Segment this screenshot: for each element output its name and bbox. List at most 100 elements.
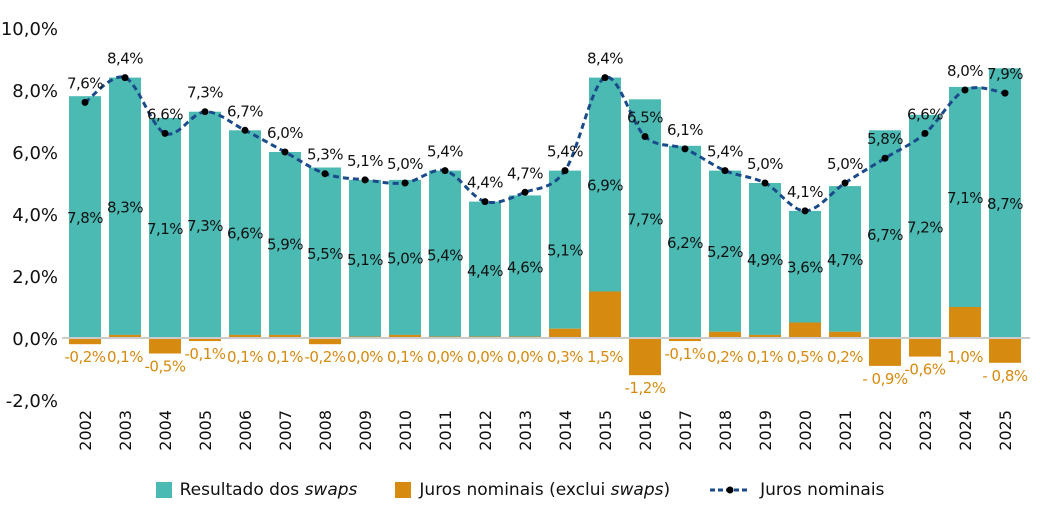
point-juros-nominais (761, 179, 769, 187)
label-juros-excl: - 0,8% (982, 367, 1028, 385)
label-juros-nominais: 5,0% (387, 155, 423, 173)
label-swaps: 8,7% (987, 195, 1023, 213)
label-juros-nominais: 6,1% (667, 121, 703, 139)
bar-swaps (149, 117, 181, 339)
point-juros-nominais (961, 86, 969, 94)
x-tick-label: 2014 (556, 410, 575, 451)
label-juros-excl: 0,2% (707, 348, 743, 366)
point-juros-nominais (561, 167, 569, 175)
label-juros-excl: 0,1% (747, 348, 783, 366)
label-juros-excl: 1,5% (587, 348, 623, 366)
label-juros-nominais: 7,6% (67, 74, 103, 92)
bar-juros-excl (749, 334, 781, 338)
bar-juros-excl (989, 338, 1021, 363)
x-tick-label: 2025 (996, 410, 1015, 451)
legend-swatch-juros-excl (395, 482, 412, 498)
label-juros-excl: 0,1% (387, 348, 423, 366)
label-juros-nominais: 6,6% (907, 105, 943, 123)
y-tick-label: 4,0% (12, 205, 58, 226)
bar-swaps (589, 77, 621, 292)
x-tick-label: 2023 (916, 410, 935, 451)
label-swaps: 7,3% (187, 217, 223, 235)
label-juros-nominais: 6,7% (227, 102, 263, 120)
label-juros-nominais: 5,8% (867, 130, 903, 148)
label-juros-excl: -0,2% (304, 348, 345, 366)
label-swaps: 6,9% (587, 177, 623, 195)
label-swaps: 5,0% (387, 249, 423, 267)
label-juros-excl: - 0,9% (862, 370, 908, 388)
label-juros-nominais: 4,1% (787, 183, 823, 201)
point-juros-nominais (601, 74, 609, 82)
label-swaps: 7,1% (147, 220, 183, 238)
x-tick-label: 2009 (356, 410, 375, 451)
label-swaps: 5,5% (307, 245, 343, 263)
point-juros-nominais (241, 126, 249, 134)
point-juros-nominais (801, 207, 809, 215)
label-juros-nominais: 8,4% (587, 50, 623, 68)
label-juros-excl: 0,1% (107, 348, 143, 366)
label-juros-nominais: 5,3% (307, 146, 343, 164)
legend-swatch-swaps (155, 482, 172, 498)
bar-swaps (549, 170, 581, 329)
label-swaps: 7,8% (67, 209, 103, 227)
bar-swaps (69, 96, 101, 338)
x-tick-label: 2010 (396, 410, 415, 451)
x-tick-label: 2019 (756, 410, 775, 451)
bar-juros-excl (629, 338, 661, 376)
label-juros-nominais: 5,4% (707, 143, 743, 161)
label-swaps: 4,9% (747, 251, 783, 269)
bar-swaps (189, 111, 221, 338)
y-tick-label: -2,0% (6, 391, 58, 412)
x-tick-label: 2006 (236, 410, 255, 451)
label-juros-nominais: 7,3% (187, 84, 223, 102)
point-juros-nominais (681, 145, 689, 153)
legend-label-juros-excl: Juros nominais (exclui swaps) (419, 480, 671, 500)
bar-swaps (749, 183, 781, 335)
label-juros-excl: -1,2% (624, 379, 665, 397)
legend-label-juros: Juros nominais (760, 480, 885, 500)
label-swaps: 3,6% (787, 259, 823, 277)
x-tick-label: 2005 (196, 410, 215, 451)
x-tick-label: 2002 (76, 410, 95, 451)
label-juros-excl: 1,0% (947, 348, 983, 366)
bar-juros-excl (549, 328, 581, 338)
label-swaps: 6,2% (667, 234, 703, 252)
x-tick-label: 2008 (316, 410, 335, 451)
label-swaps: 6,7% (867, 226, 903, 244)
bar-swaps (669, 145, 701, 338)
bar-swaps (229, 130, 261, 335)
bar-swaps (789, 210, 821, 323)
label-swaps: 5,1% (547, 242, 583, 260)
label-juros-excl: 0,0% (427, 348, 463, 366)
label-swaps: 4,4% (467, 262, 503, 280)
bar-juros-excl (109, 334, 141, 338)
point-juros-nominais (881, 154, 889, 162)
bar-swaps (709, 170, 741, 332)
label-swaps: 7,1% (947, 189, 983, 207)
label-juros-nominais: 6,5% (627, 109, 663, 127)
label-swaps: 4,6% (507, 259, 543, 277)
point-juros-nominais (921, 129, 929, 137)
point-juros-nominais (401, 179, 409, 187)
label-juros-excl: 0,3% (547, 348, 583, 366)
point-juros-nominais (441, 167, 449, 175)
label-juros-excl: 0,0% (467, 348, 503, 366)
bar-swaps (829, 186, 861, 332)
label-juros-nominais: 8,0% (947, 62, 983, 80)
bar-juros-excl (669, 338, 701, 342)
bar-swaps (509, 195, 541, 338)
label-swaps: 7,7% (627, 211, 663, 229)
point-juros-nominais (641, 133, 649, 140)
point-juros-nominais (481, 198, 489, 206)
point-juros-nominais (81, 98, 89, 106)
label-juros-nominais: 5,4% (547, 143, 583, 161)
bar-swaps (349, 179, 381, 338)
label-juros-nominais: 5,4% (427, 143, 463, 161)
bar-juros-excl (949, 307, 981, 338)
point-juros-nominais (841, 179, 849, 187)
point-juros-nominais (321, 170, 329, 178)
label-juros-nominais: 4,7% (507, 164, 543, 182)
legend-item-juros-excl: Juros nominais (exclui swaps) (395, 480, 670, 500)
label-juros-nominais: 7,9% (987, 65, 1023, 83)
point-juros-nominais (121, 74, 129, 82)
